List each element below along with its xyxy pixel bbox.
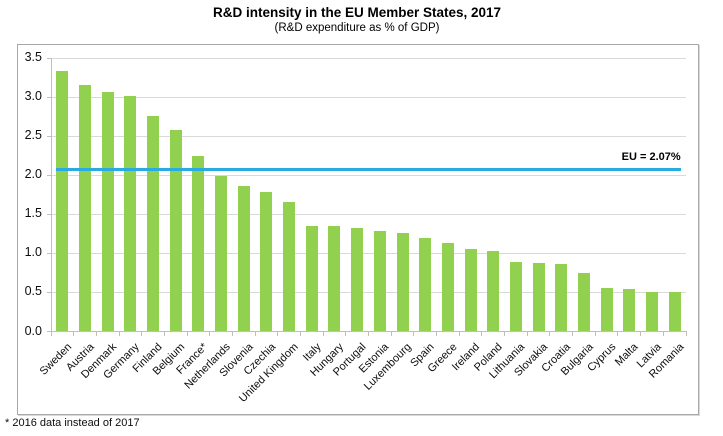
x-axis-tick: [481, 331, 483, 336]
y-axis-label: 0.5: [24, 284, 42, 299]
x-axis-tick: [254, 331, 256, 336]
bar-bulgaria: [577, 272, 590, 332]
x-axis-tick: [640, 331, 642, 336]
x-axis-tick: [390, 331, 392, 336]
gridline: [51, 252, 686, 254]
bar-germany: [124, 95, 137, 332]
bar-united-kingdom: [283, 201, 296, 332]
x-axis-tick: [662, 331, 664, 336]
x-axis-tick: [95, 331, 97, 336]
y-axis-label: 2.0: [24, 167, 42, 182]
x-axis-tick: [617, 331, 619, 336]
chart-box: EU = 2.07% 0.0 0.5 1.0 1.5 2.0 2.5 3.0 3.5 Swede…: [17, 44, 699, 415]
x-axis-tick: [458, 331, 460, 336]
y-axis-label: 1.5: [24, 206, 42, 221]
y-axis-label: 0.0: [24, 323, 42, 338]
gridline: [51, 96, 686, 98]
bar-estonia: [373, 230, 386, 332]
x-axis-tick: [322, 331, 324, 336]
bar-netherlands: [215, 175, 228, 332]
bar-sweden: [56, 71, 69, 332]
bar-spain: [419, 237, 432, 332]
x-axis-tick: [231, 331, 233, 336]
x-axis-tick: [526, 331, 528, 336]
x-axis-tick: [594, 331, 596, 336]
gridline: [51, 213, 686, 215]
bar-slovakia: [532, 262, 545, 332]
chart-title: R&D intensity in the EU Member States, 2…: [212, 5, 502, 20]
x-axis-tick: [277, 331, 279, 336]
gridline: [51, 135, 686, 137]
bar-malta: [623, 289, 636, 332]
bar-hungary: [328, 226, 341, 332]
y-axis-tick: [47, 213, 51, 215]
y-axis-tick: [47, 96, 51, 98]
bar-italy: [305, 226, 318, 332]
y-axis-tick: [47, 291, 51, 293]
bar-poland: [487, 251, 500, 332]
bar-finland: [147, 115, 160, 332]
y-axis-tick: [47, 174, 51, 176]
x-axis-tick: [73, 331, 75, 336]
x-axis-tick: [209, 331, 211, 336]
bar-cyprus: [600, 287, 613, 332]
x-axis-tick: [572, 331, 574, 336]
bar-austria: [79, 84, 92, 332]
x-axis-tick: [368, 331, 369, 336]
eu-line-label: EU = 2.07%: [621, 150, 681, 163]
bar-luxembourg: [396, 233, 409, 332]
gridline: [51, 57, 686, 59]
y-axis-line: [50, 58, 52, 332]
x-axis-tick: [549, 331, 551, 336]
bar-latvia: [645, 291, 658, 332]
eu-reference-line: [56, 168, 681, 172]
y-axis-label: 3.5: [24, 50, 42, 64]
y-axis-tick: [47, 252, 51, 254]
x-axis-tick: [413, 331, 415, 336]
bar-slovenia: [237, 186, 250, 332]
y-axis-label: 3.0: [24, 89, 42, 104]
y-axis-label: 1.0: [24, 245, 42, 260]
y-axis-tick: [47, 135, 51, 137]
chart-footnote: * 2016 data instead of 2017: [5, 417, 140, 429]
bar-portugal: [351, 227, 364, 332]
bar-romania: [668, 292, 681, 332]
bar-lithuania: [509, 261, 522, 332]
x-category-label: Sweden: [37, 340, 74, 378]
y-axis-tick: [47, 331, 51, 332]
chart-subtitle: (R&D expenditure as % of GDP): [274, 22, 440, 34]
x-axis-tick: [436, 331, 438, 336]
bar-croatia: [555, 264, 568, 332]
bar-greece: [441, 243, 454, 332]
x-axis-tick: [141, 331, 143, 336]
x-axis-tick: [118, 331, 120, 336]
plot-area: EU = 2.07% 0.0 0.5 1.0 1.5 2.0 2.5 3.0 3.5 Swede…: [18, 45, 698, 414]
bar-denmark: [101, 92, 114, 332]
x-axis-line: [51, 331, 687, 332]
bar-belgium: [169, 129, 182, 332]
gridline: [51, 174, 686, 176]
bar-ireland: [464, 249, 477, 332]
x-axis-tick: [685, 331, 687, 336]
gridline: [51, 291, 686, 293]
x-axis-tick: [299, 331, 301, 336]
bar-france: [192, 155, 205, 332]
y-axis-label: 2.5: [24, 128, 42, 143]
y-axis-tick: [47, 57, 51, 59]
x-axis-tick: [345, 331, 347, 336]
x-axis-tick: [50, 331, 52, 336]
bar-czechia: [260, 191, 273, 332]
x-axis-tick: [163, 331, 165, 336]
x-axis-tick: [186, 331, 188, 336]
x-axis-tick: [504, 331, 506, 336]
